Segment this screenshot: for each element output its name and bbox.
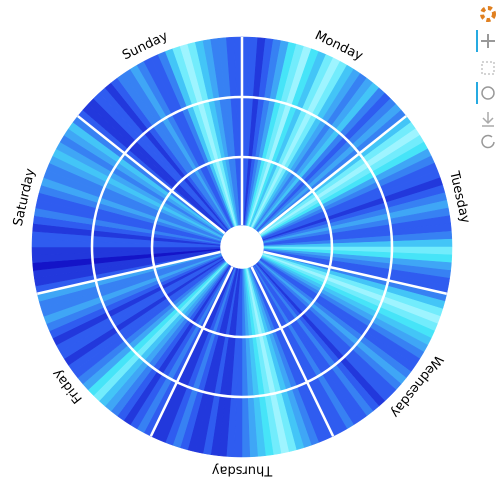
day-label: Thursday <box>211 463 273 478</box>
day-separator <box>263 250 448 295</box>
active-indicator <box>476 30 478 52</box>
wheel-zoom-tool[interactable] <box>481 86 495 100</box>
save-tool[interactable] <box>482 112 494 127</box>
reset-tool[interactable] <box>481 134 495 149</box>
pan-tool[interactable] <box>481 34 495 48</box>
day-separator <box>258 115 407 235</box>
toolbar <box>476 6 496 149</box>
day-separator <box>36 250 221 295</box>
logo <box>480 6 496 22</box>
day-separator <box>77 115 226 235</box>
day-separator <box>149 266 234 437</box>
day-separator <box>250 266 335 437</box>
active-indicator <box>476 82 478 104</box>
box-zoom-tool[interactable] <box>481 61 495 75</box>
